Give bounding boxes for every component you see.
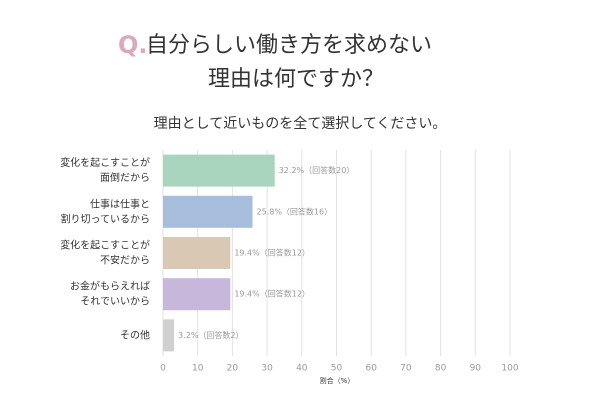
x-tick-label: 60 (365, 364, 377, 374)
bar (163, 154, 275, 187)
y-tick-label: 仕事は仕事と (90, 197, 150, 210)
x-tick-label: 90 (470, 364, 482, 374)
y-tick-label: それでいいから (80, 296, 150, 308)
x-tick-label: 80 (435, 364, 447, 374)
x-tick-label: 50 (331, 364, 343, 374)
value-label: 19.4%（回答数12） (234, 248, 310, 258)
y-tick-label: 変化を起こすことが (60, 156, 150, 169)
x-tick-label: 70 (400, 364, 412, 374)
bar (163, 278, 231, 311)
bar (163, 195, 253, 228)
x-tick-label: 0 (160, 364, 166, 374)
x-tick-label: 40 (296, 364, 308, 374)
y-tick-label: 不安だから (100, 254, 150, 267)
y-tick-label: その他 (120, 328, 150, 341)
x-tick-label: 10 (192, 364, 204, 374)
y-tick-label: 面倒だから (100, 172, 150, 184)
x-tick-label: 100 (501, 364, 518, 374)
chart-title: 理由は何ですか？ (208, 67, 384, 92)
chart-subtitle: 理由として近いものを全て選択してください。 (154, 115, 447, 132)
value-label: 32.2%（回答数20） (279, 165, 355, 175)
y-tick-label: お金がもらえれば (70, 280, 150, 293)
y-tick-label: 割り切っているから (61, 212, 151, 225)
bar (163, 237, 231, 269)
value-label: 25.8%（回答数16） (257, 206, 333, 216)
value-label: 19.4%（回答数12） (234, 289, 310, 299)
x-tick-label: 20 (227, 364, 239, 374)
x-axis-label: 割合（%） (320, 376, 355, 385)
title-marker: Q. (118, 31, 148, 59)
chart-title: 自分らしい働き方を求めない (146, 33, 432, 58)
value-label: 3.2%（回答数2） (178, 330, 243, 340)
x-tick-label: 30 (261, 364, 273, 374)
bar (163, 319, 175, 352)
y-tick-label: 変化を起こすことが (60, 239, 150, 252)
